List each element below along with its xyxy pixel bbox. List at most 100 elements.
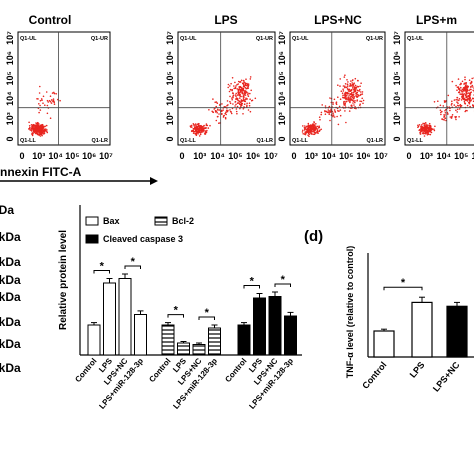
event-dot xyxy=(314,129,316,132)
event-dot xyxy=(417,125,420,128)
event-dot xyxy=(419,133,422,135)
event-dot xyxy=(427,124,429,126)
event-dot xyxy=(339,114,342,117)
event-dot xyxy=(454,116,456,118)
significance-bracket xyxy=(274,283,291,287)
event-dot xyxy=(355,87,357,90)
significance-bracket xyxy=(198,316,215,320)
event-dot xyxy=(354,106,356,108)
event-dot xyxy=(320,111,323,114)
x-tick-label: Control xyxy=(223,357,248,385)
event-dot xyxy=(31,134,34,137)
event-dot xyxy=(350,80,352,82)
event-dot xyxy=(302,125,304,127)
quadrant-label: Q1-UR xyxy=(256,36,273,42)
event-dot xyxy=(465,89,467,91)
event-dot xyxy=(241,88,243,91)
event-dot xyxy=(247,84,250,87)
event-dot xyxy=(247,95,250,97)
event-dot xyxy=(458,108,461,110)
event-dot xyxy=(471,77,474,80)
event-dot xyxy=(350,88,353,91)
event-dot xyxy=(218,122,220,124)
event-dot xyxy=(305,130,308,133)
quadrant-label: Q1-LL xyxy=(292,138,309,144)
event-dot xyxy=(55,93,57,95)
quadrant-label: Q1-LR xyxy=(257,138,274,144)
x-tick-label: 10⁷ xyxy=(374,151,388,161)
event-dot xyxy=(339,78,342,80)
event-dot xyxy=(422,122,424,125)
x-tick-label: 10⁶ xyxy=(472,151,474,161)
event-dot xyxy=(418,124,421,126)
event-dot xyxy=(354,101,356,104)
event-dot xyxy=(465,84,467,86)
event-dot xyxy=(319,129,321,131)
event-dot xyxy=(244,94,247,96)
event-dot xyxy=(427,128,430,130)
event-dot xyxy=(334,111,337,113)
event-dot xyxy=(324,105,327,107)
event-dot xyxy=(193,125,195,127)
event-dot xyxy=(469,94,471,97)
event-dot xyxy=(362,99,365,102)
event-dot xyxy=(433,128,435,130)
event-dot xyxy=(229,102,232,105)
event-dot xyxy=(456,96,458,99)
event-dot xyxy=(204,130,207,132)
event-dot xyxy=(190,124,193,127)
event-dot xyxy=(466,104,469,107)
event-dot xyxy=(247,83,250,85)
event-dot xyxy=(332,112,334,114)
event-dot xyxy=(455,109,457,112)
event-dot xyxy=(303,127,306,129)
event-dot xyxy=(44,128,46,131)
y-axis-title: TNF-α level (relative to control) xyxy=(345,246,355,379)
event-dot xyxy=(246,105,248,108)
event-dot xyxy=(233,87,235,90)
event-dot xyxy=(44,104,46,106)
event-dot xyxy=(472,86,474,88)
event-dot xyxy=(239,93,241,96)
event-dot xyxy=(451,100,453,103)
x-tick-label: LPS xyxy=(408,360,427,380)
event-dot xyxy=(39,99,42,102)
event-dot xyxy=(245,91,248,93)
event-dot xyxy=(198,135,201,137)
event-dot xyxy=(53,91,55,94)
event-dot xyxy=(468,79,471,81)
event-dot xyxy=(203,127,206,130)
panel-title: Control xyxy=(29,13,72,27)
y-tick-label: 10⁵ xyxy=(5,71,15,85)
event-dot xyxy=(218,109,221,111)
y-tick-label: 10⁵ xyxy=(277,71,287,85)
event-dot xyxy=(352,102,354,104)
event-dot xyxy=(459,93,461,95)
x-tick-label: 10³ xyxy=(420,151,433,161)
significance-bracket xyxy=(383,286,423,291)
event-dot xyxy=(307,132,310,135)
y-tick-label: 10³ xyxy=(277,112,287,125)
event-dot xyxy=(342,97,345,99)
event-dot xyxy=(329,110,331,112)
event-dot xyxy=(301,131,304,133)
arrow-head xyxy=(150,177,158,185)
event-dot xyxy=(313,133,316,136)
event-dot xyxy=(206,129,208,132)
event-dot xyxy=(234,94,237,96)
event-dot xyxy=(439,104,442,107)
event-dot xyxy=(31,132,34,134)
event-dot xyxy=(351,83,354,86)
event-dot xyxy=(342,94,344,97)
event-dot xyxy=(352,87,354,89)
event-dot xyxy=(332,115,334,118)
bar xyxy=(373,330,395,358)
event-dot xyxy=(231,98,233,101)
event-dot xyxy=(189,125,192,127)
event-dot xyxy=(240,105,242,107)
event-dot xyxy=(226,100,229,102)
event-dot xyxy=(344,93,347,95)
panel-title: LPS+m xyxy=(416,13,457,27)
event-dot xyxy=(420,130,422,133)
x-tick-label: 10⁷ xyxy=(99,151,113,161)
